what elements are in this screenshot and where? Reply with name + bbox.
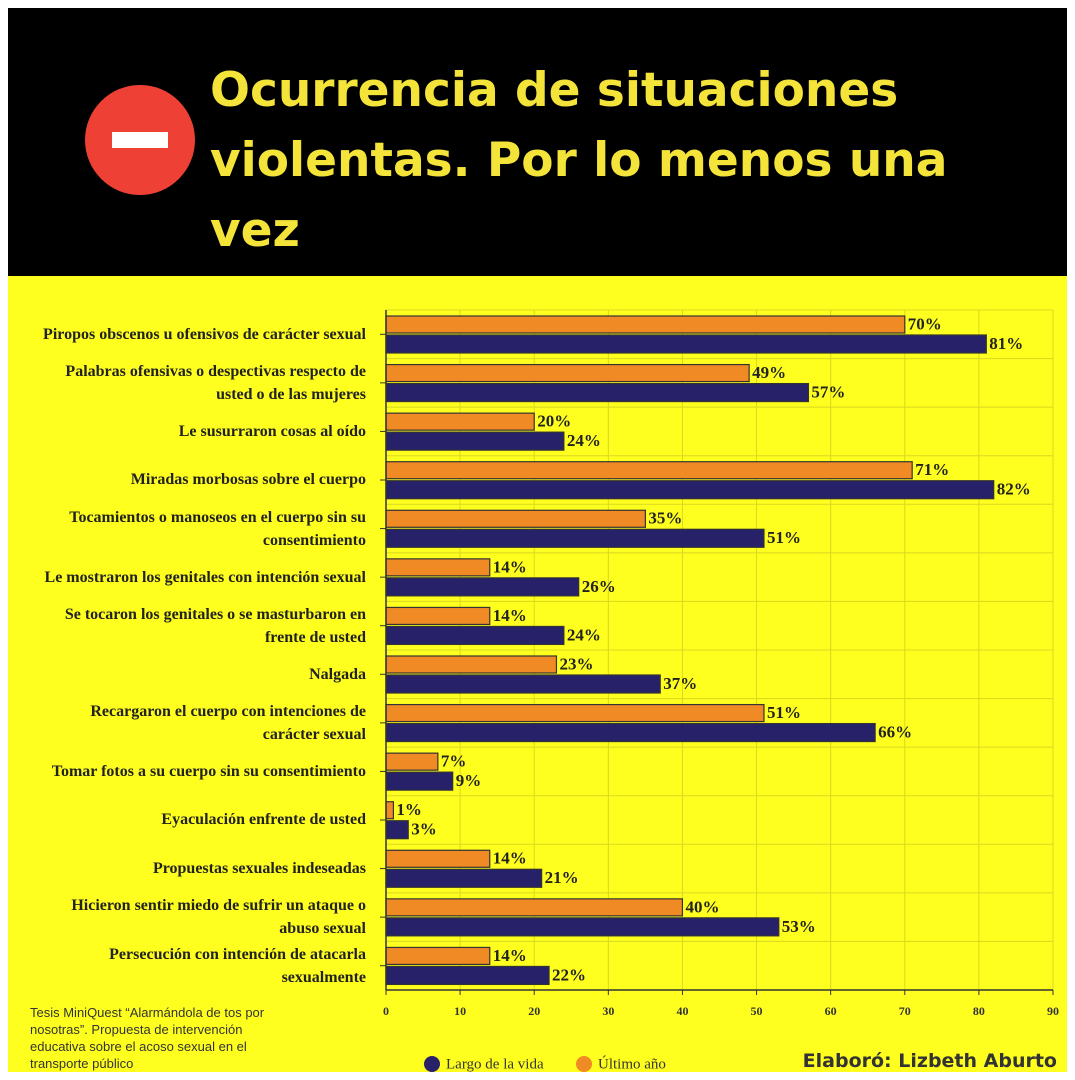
y-tick-label: Le susurraron cosas al oído — [178, 422, 366, 440]
value-label: 40% — [685, 897, 719, 916]
y-tick-label: Propuestas sexuales indeseadas — [152, 860, 366, 878]
bar — [385, 461, 913, 480]
value-label: 22% — [552, 965, 586, 984]
bar — [385, 703, 765, 723]
bar — [385, 965, 550, 986]
value-label: 35% — [648, 509, 682, 528]
x-tick-label: 60 — [825, 1004, 837, 1018]
author-credit: Elaboró: Lizbeth Aburto — [802, 1050, 1057, 1072]
y-tick-label: Tomar fotos a su cuerpo sin su consentim… — [51, 762, 366, 780]
source-note: Tesis MiniQuest “Alarmándola de tos por … — [30, 1005, 265, 1071]
value-label: 81% — [989, 334, 1023, 353]
value-label: 3% — [411, 820, 437, 839]
value-label: 70% — [908, 314, 942, 333]
x-tick-label: 40 — [676, 1004, 688, 1018]
bar — [385, 480, 995, 500]
value-label: 51% — [767, 528, 801, 547]
bar — [385, 917, 780, 937]
value-label: 1% — [396, 800, 422, 819]
bar — [385, 363, 750, 383]
y-tick-label: Palabras ofensivas o despectivas respect… — [65, 362, 366, 403]
bar — [385, 898, 684, 917]
bar — [385, 606, 491, 626]
bar — [385, 412, 535, 431]
chart-background — [8, 276, 1067, 1072]
bar — [385, 382, 810, 403]
value-label: 14% — [493, 849, 527, 868]
y-tick-label: Tocamientos o manoseos en el cuerpo sin … — [69, 508, 366, 549]
value-label: 23% — [559, 654, 593, 673]
bar — [385, 528, 765, 548]
value-label: 71% — [915, 460, 949, 479]
bar — [385, 431, 565, 451]
x-tick-label: 80 — [973, 1004, 985, 1018]
legend-marker — [576, 1056, 592, 1072]
bar — [385, 722, 876, 743]
bar — [385, 315, 906, 334]
value-label: 7% — [441, 752, 467, 771]
value-label: 21% — [545, 868, 579, 887]
x-tick-label: 10 — [454, 1004, 466, 1018]
icon — [85, 85, 195, 195]
value-label: 49% — [752, 363, 786, 382]
value-label: 14% — [493, 946, 527, 965]
value-label: 14% — [493, 557, 527, 576]
legend-label: Último año — [598, 1055, 666, 1072]
y-tick-label: Se tocaron los genitales o se masturbaro… — [64, 605, 366, 646]
y-tick-label: Recargaron el cuerpo con intenciones de … — [90, 702, 366, 743]
bar — [385, 655, 558, 674]
value-label: 26% — [582, 577, 616, 596]
value-label: 82% — [997, 480, 1031, 499]
value-label: 66% — [878, 722, 912, 741]
x-tick-label: 30 — [602, 1004, 614, 1018]
y-tick-label: Miradas morbosas sobre el cuerpo — [130, 471, 366, 489]
bar — [385, 771, 454, 791]
bar — [385, 801, 395, 820]
bar — [385, 674, 661, 694]
value-label: 14% — [493, 606, 527, 625]
y-tick-label: Hicieron sentir miedo de sufrir un ataqu… — [71, 897, 366, 938]
y-tick-label: Piropos obscenos u ofensivos de carácter… — [43, 325, 366, 343]
bar — [385, 558, 491, 577]
y-tick-label: Persecución con intención de atacarla se… — [109, 945, 366, 986]
bar — [385, 820, 409, 840]
x-tick-label: 70 — [899, 1004, 911, 1018]
chart-title: Ocurrencia de situaciones violentas. Por… — [210, 63, 948, 258]
icon-bar — [112, 132, 168, 148]
legend-label: Largo de la vida — [446, 1056, 544, 1072]
bar — [385, 509, 646, 528]
x-tick-label: 90 — [1047, 1004, 1059, 1018]
y-tick-label: Nalgada — [309, 665, 366, 683]
x-tick-label: 0 — [383, 1004, 389, 1018]
value-label: 57% — [811, 382, 845, 401]
y-tick-label: Eyaculación enfrente de usted — [161, 811, 366, 829]
x-tick-label: 50 — [751, 1004, 763, 1018]
value-label: 9% — [456, 771, 482, 790]
value-label: 20% — [537, 412, 571, 431]
bar — [385, 752, 439, 771]
x-tick-label: 20 — [528, 1004, 540, 1018]
value-label: 53% — [782, 917, 816, 936]
legend-marker — [424, 1056, 440, 1072]
value-label: 24% — [567, 431, 601, 450]
y-tick-label: Le mostraron los genitales con intención… — [44, 568, 366, 586]
bar — [385, 849, 491, 868]
value-label: 51% — [767, 703, 801, 722]
value-label: 24% — [567, 625, 601, 644]
bar — [385, 334, 987, 354]
value-label: 37% — [663, 674, 697, 693]
bar — [385, 577, 580, 597]
bar — [385, 625, 565, 646]
bar — [385, 868, 543, 888]
bar — [385, 946, 491, 966]
